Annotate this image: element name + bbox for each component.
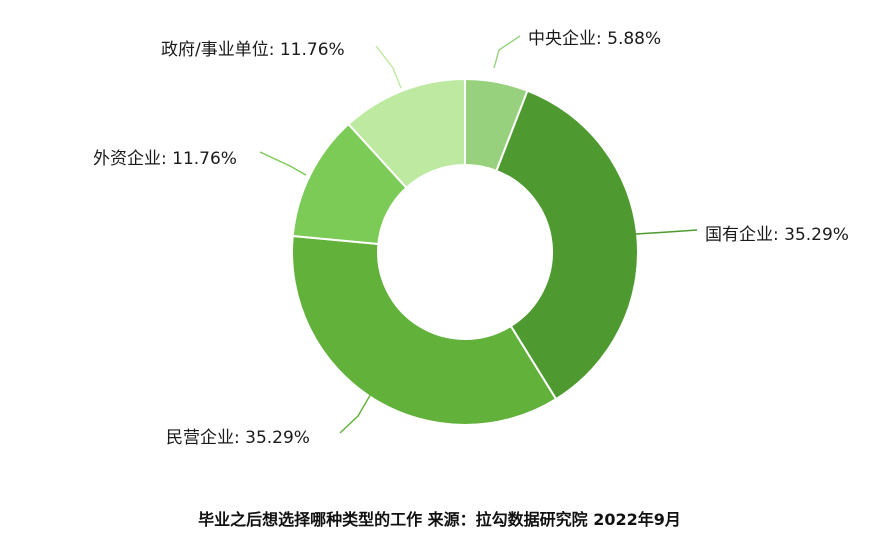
- donut-slices: [291, 77, 639, 426]
- chart-title: 毕业之后想选择哪种类型的工作 来源：拉勾数据研究院 2022年9月: [198, 510, 681, 529]
- leader-line-private: [339, 391, 373, 434]
- leader-line-foreign: [259, 151, 307, 176]
- leader-line-central: [493, 35, 521, 69]
- leader-line-state-owned: [635, 229, 698, 235]
- slice-label-government: 政府/事业单位: 11.76%: [161, 40, 345, 60]
- slice-label-foreign: 外资企业: 11.76%: [93, 149, 237, 169]
- slice-private: [291, 234, 558, 426]
- slice-labels: 中央企业: 5.88% 国有企业: 35.29% 民营企业: 35.29% 外资企业:…: [93, 29, 849, 448]
- leader-line-government: [375, 45, 402, 89]
- slice-label-state-owned: 国有企业: 35.29%: [705, 225, 849, 245]
- slice-label-private: 民营企业: 35.29%: [166, 428, 310, 448]
- leader-lines: [259, 35, 698, 434]
- slice-state-owned: [495, 89, 639, 401]
- slice-government: [347, 77, 466, 190]
- slice-label-central: 中央企业: 5.88%: [528, 29, 661, 49]
